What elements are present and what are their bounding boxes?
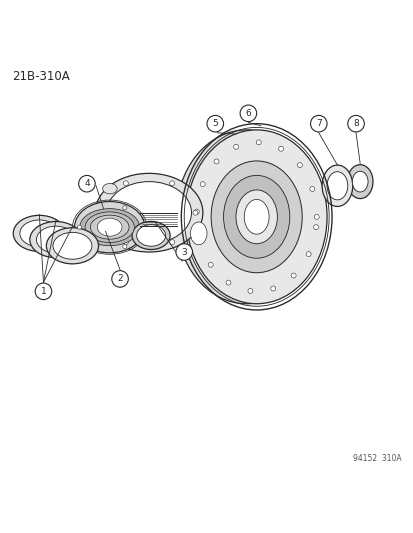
Circle shape [278,146,283,151]
Circle shape [77,225,81,229]
Ellipse shape [53,232,92,259]
Ellipse shape [190,222,206,245]
Ellipse shape [211,161,301,273]
Circle shape [194,209,199,214]
Circle shape [309,187,314,191]
Circle shape [297,163,301,167]
Circle shape [123,181,128,186]
Text: 21B-310A: 21B-310A [12,70,70,83]
Circle shape [256,140,261,145]
Ellipse shape [326,172,347,200]
Ellipse shape [132,221,170,249]
Ellipse shape [97,218,122,236]
Ellipse shape [20,220,59,247]
Ellipse shape [95,173,202,252]
Text: 7: 7 [315,119,321,128]
Circle shape [35,283,52,300]
Circle shape [123,240,128,245]
Ellipse shape [90,215,129,239]
Circle shape [270,286,275,291]
Ellipse shape [80,208,139,246]
Ellipse shape [136,225,165,246]
Text: 6: 6 [245,109,251,118]
Circle shape [290,273,295,278]
Circle shape [313,225,318,230]
Text: 4: 4 [84,179,90,188]
Text: 2: 2 [117,274,123,284]
Ellipse shape [85,212,134,243]
Circle shape [78,175,95,192]
Text: 1: 1 [40,287,46,296]
Circle shape [197,237,202,243]
Circle shape [169,240,174,245]
Ellipse shape [106,182,191,244]
Circle shape [306,252,311,256]
Ellipse shape [102,183,117,194]
Circle shape [206,115,223,132]
Circle shape [200,182,205,187]
Circle shape [100,210,105,215]
Text: 5: 5 [212,119,218,128]
Ellipse shape [244,199,268,234]
Text: 8: 8 [352,119,358,128]
Circle shape [313,214,318,219]
Circle shape [225,280,230,285]
Ellipse shape [176,130,316,304]
Circle shape [247,288,252,293]
Circle shape [112,271,128,287]
Circle shape [233,144,238,149]
Circle shape [240,105,256,122]
Circle shape [176,244,192,260]
Ellipse shape [36,226,75,253]
Ellipse shape [351,171,367,192]
Circle shape [169,181,174,186]
Circle shape [347,115,363,132]
Ellipse shape [223,175,289,258]
Ellipse shape [13,215,65,252]
Ellipse shape [235,190,277,244]
Circle shape [192,210,197,215]
Ellipse shape [347,165,372,199]
Ellipse shape [30,222,82,257]
Ellipse shape [46,228,98,264]
Circle shape [123,206,126,210]
Ellipse shape [186,130,326,304]
Circle shape [208,262,213,267]
Circle shape [214,159,218,164]
Ellipse shape [321,165,352,206]
Circle shape [310,115,326,132]
Circle shape [123,245,126,248]
Ellipse shape [74,201,145,253]
Text: 3: 3 [181,247,187,256]
Text: 94152  310A: 94152 310A [352,454,401,463]
